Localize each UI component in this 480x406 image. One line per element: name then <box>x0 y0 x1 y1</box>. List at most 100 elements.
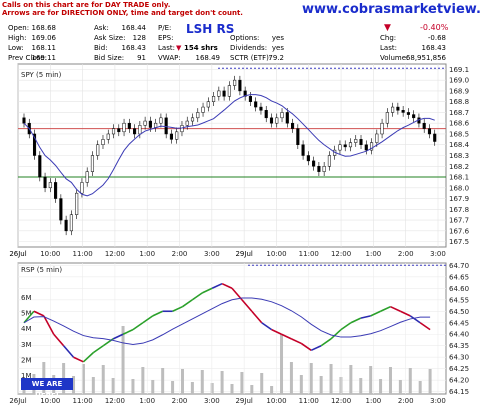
spy-ytick: 169.0 <box>449 77 469 85</box>
rsp-price-segment <box>350 317 362 324</box>
spy-candle <box>43 176 47 189</box>
spy-xtick: 3:00 <box>204 250 220 258</box>
rsp-xtick: 12:00 <box>331 397 351 405</box>
volume-tick: 2M <box>21 356 32 364</box>
rsp-ytick: 64.45 <box>449 319 469 327</box>
spy-candle <box>164 117 168 135</box>
rsp-xtick: 29Jul <box>235 397 252 405</box>
sctr-value: 79.2 <box>268 54 284 62</box>
volume-bar <box>349 365 353 394</box>
volume-tick: 6M <box>21 294 32 302</box>
rsp-price-segment <box>23 310 35 324</box>
rsp-ytick: 64.55 <box>449 296 469 304</box>
rsp-price-segment <box>291 338 302 345</box>
rsp-price-segment <box>201 287 213 294</box>
spy-candle <box>233 79 237 86</box>
spy-title: SPY (5 min) <box>21 71 62 79</box>
rsp-xtick: 26Jul <box>9 397 26 405</box>
ask-size-label: Ask Size: <box>94 34 126 42</box>
rsp-price-segment <box>409 315 421 324</box>
spy-candle <box>391 106 395 113</box>
dividends-label: Dividends: <box>230 44 268 52</box>
spy-candle <box>296 128 300 145</box>
pct-change: -0.40% <box>420 23 449 32</box>
spy-candle <box>227 85 231 97</box>
rsp-ytick: 64.15 <box>449 388 469 396</box>
rsp-price-segment <box>142 315 154 324</box>
spy-candle <box>64 219 68 232</box>
volume-tick: 4M <box>21 325 32 333</box>
rsp-xtick: 10:00 <box>266 397 286 405</box>
eps-label: EPS: <box>158 34 174 42</box>
rsp-price-segment <box>33 310 45 317</box>
spy-candle <box>406 112 410 115</box>
pe-label: P/E: <box>158 24 172 32</box>
rsp-ytick: 64.30 <box>449 354 469 362</box>
spy-candle <box>80 182 84 194</box>
volume-bar <box>359 378 363 394</box>
spy-candle <box>22 117 26 124</box>
rsp-price-segment <box>191 292 203 301</box>
spy-candle <box>254 101 258 108</box>
volume-bar <box>81 364 85 394</box>
rsp-ytick: 64.20 <box>449 377 469 385</box>
spy-candle <box>291 122 295 129</box>
spy-candle <box>59 198 63 221</box>
rsp-price-segment <box>53 333 65 347</box>
volume-bar <box>379 379 383 394</box>
volume-bar <box>240 372 244 394</box>
spy-candle <box>248 96 252 102</box>
last2-label: Last: <box>380 44 397 52</box>
rsp-xtick: 1:00 <box>139 397 155 405</box>
rsp-price-segment <box>63 345 75 358</box>
spy-candle <box>396 106 400 111</box>
volume-bar <box>398 380 402 394</box>
rsp-price-segment <box>300 342 312 351</box>
spy-candle <box>90 155 95 172</box>
volume-bar <box>408 368 412 394</box>
rsp-price-segment <box>211 282 223 290</box>
volume-bar <box>200 370 204 394</box>
spy-candle <box>427 128 432 135</box>
last-shares-value: 154 shrs <box>184 44 218 52</box>
sctr-label: SCTR (ETF): <box>230 54 272 62</box>
rsp-price-segment <box>419 322 431 331</box>
spy-candle <box>275 117 279 124</box>
notice-line-2: Arrows are for DIRECTION ONLY, time and … <box>2 9 243 17</box>
site-url[interactable]: www.cobrasmarketview.com <box>302 2 480 17</box>
rsp-xtick: 12:00 <box>105 397 125 405</box>
spy-candle <box>364 144 368 151</box>
rsp-xtick: 10:00 <box>40 397 60 405</box>
spy-candle <box>154 122 158 128</box>
volume-bar <box>151 380 155 394</box>
vwap-label: VWAP: <box>158 54 181 62</box>
volume-bar <box>270 386 274 394</box>
spy-candle <box>48 182 52 189</box>
spy-candle <box>322 166 326 172</box>
spy-ytick: 167.6 <box>449 227 470 235</box>
spy-candle <box>385 112 389 124</box>
spy-candle <box>343 144 347 148</box>
spy-candle <box>175 131 179 140</box>
spy-candle <box>201 106 205 113</box>
spy-ytick: 167.8 <box>449 206 469 214</box>
spy-candle <box>69 214 73 232</box>
rsp-price-segment <box>330 329 342 340</box>
vwap-value: 168.49 <box>195 54 221 62</box>
rsp-price-segment <box>82 352 94 363</box>
rsp-ytick: 64.65 <box>449 273 469 281</box>
prev-close-label: Prev Close: <box>8 54 47 62</box>
volume-bar <box>131 379 135 394</box>
spy-ytick: 168.3 <box>449 152 469 160</box>
spy-candle <box>196 112 200 119</box>
bid-label: Bid: <box>94 44 108 52</box>
rsp-price-segment <box>261 322 273 331</box>
rsp-price-segment <box>182 299 193 308</box>
spy-candle <box>75 192 79 215</box>
spy-candle <box>127 122 131 129</box>
volume-bar <box>180 369 184 394</box>
spy-ytick: 168.4 <box>449 141 470 149</box>
rsp-ytick: 64.50 <box>449 308 469 316</box>
spy-candle <box>412 114 416 119</box>
